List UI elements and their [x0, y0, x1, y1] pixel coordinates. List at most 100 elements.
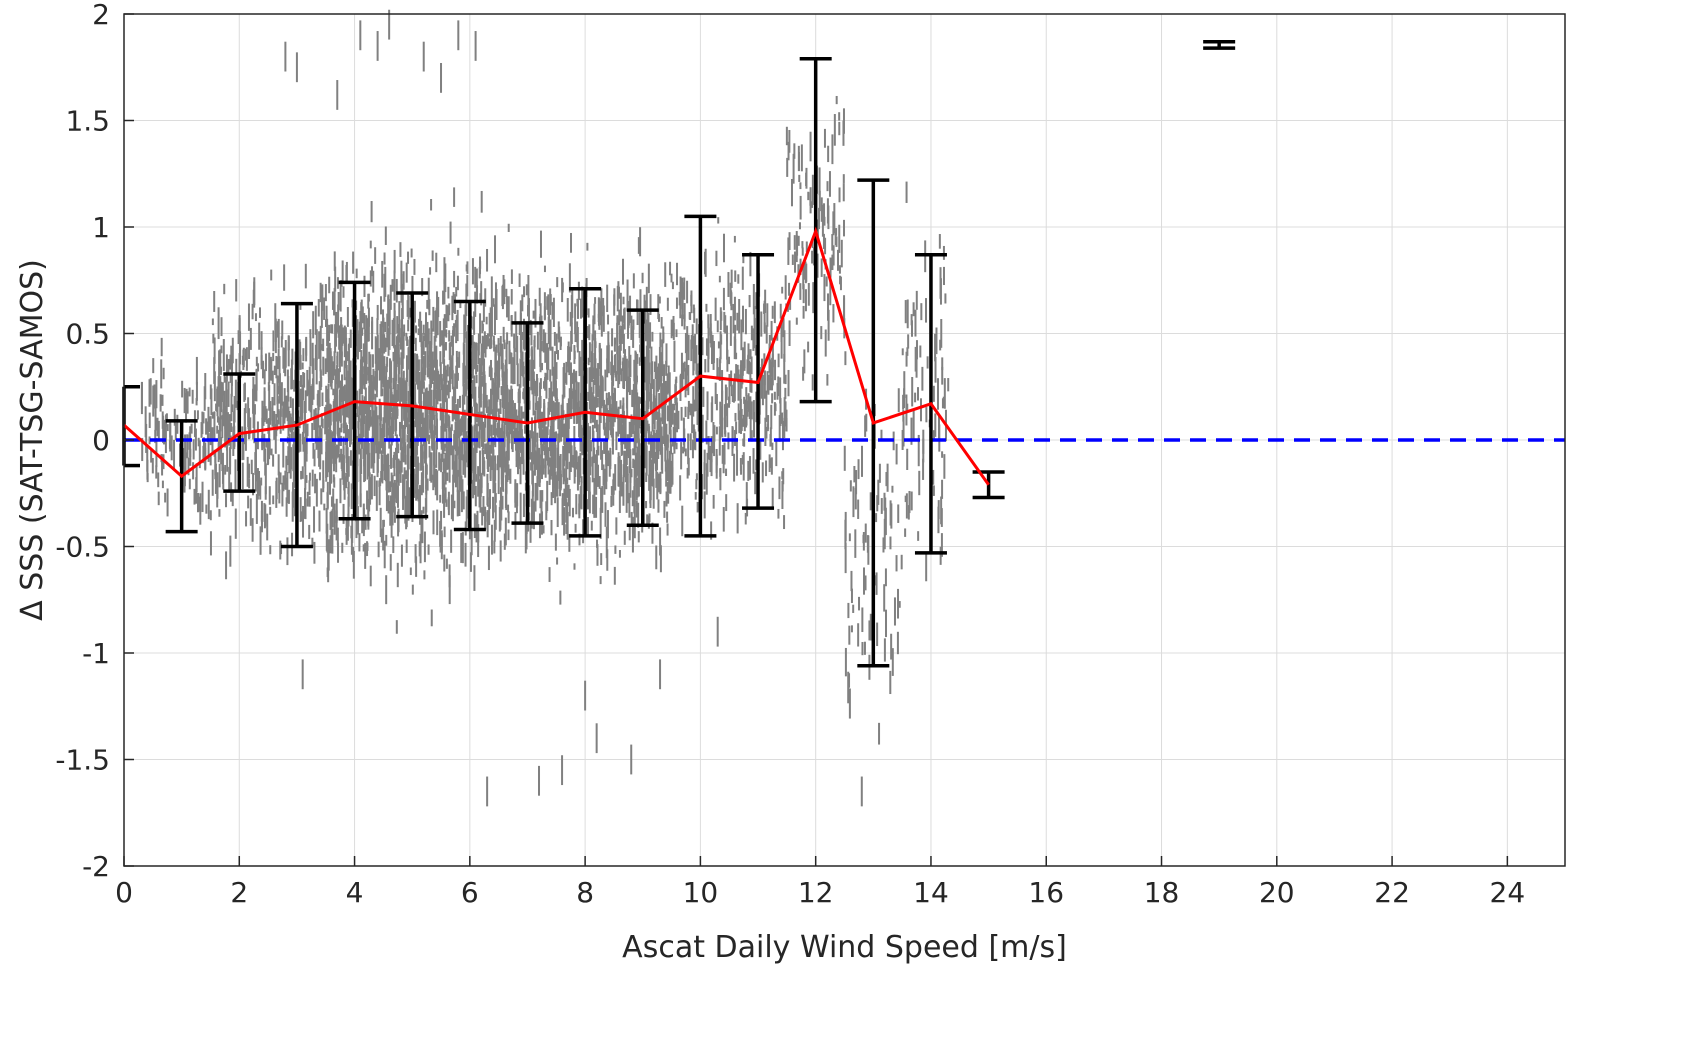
scatter-point: [546, 296, 549, 310]
scatter-point: [629, 354, 632, 378]
scatter-point: [784, 387, 787, 399]
scatter-point: [151, 457, 154, 474]
scatter-point: [519, 426, 522, 450]
scatter-point: [489, 454, 492, 479]
scatter-point: [541, 429, 544, 443]
scatter-point: [681, 307, 684, 320]
scatter-point: [218, 437, 221, 452]
scatter-point: [837, 249, 840, 271]
scatter-point: [320, 488, 323, 505]
scatter-point: [904, 300, 907, 324]
scatter-point: [387, 328, 390, 356]
scatter-point: [664, 393, 667, 420]
scatter-point: [637, 531, 640, 543]
scatter-point: [574, 303, 577, 335]
scatter-point: [902, 416, 905, 447]
scatter-point: [626, 279, 629, 311]
scatter-point: [804, 289, 807, 312]
scatter-point: [314, 305, 317, 335]
scatter-point: [397, 384, 400, 402]
scatter-point: [771, 393, 774, 404]
scatter-point: [671, 281, 674, 290]
scatter-point: [447, 286, 450, 299]
scatter-point: [359, 402, 362, 413]
scatter-point: [364, 542, 367, 569]
scatter-point: [657, 473, 660, 492]
scatter-point: [338, 454, 341, 461]
scatter-point: [784, 374, 787, 385]
scatter-point: [818, 207, 821, 230]
scatter-point: [187, 457, 190, 476]
scatter-point: [291, 532, 294, 557]
scatter-point: [543, 420, 546, 446]
scatter-point: [325, 531, 328, 551]
scatter-point: [202, 412, 205, 424]
scatter-point: [606, 345, 609, 364]
scatter-point: [423, 531, 426, 563]
scatter-point: [551, 302, 554, 320]
scatter-point: [654, 367, 657, 380]
scatter-point: [499, 540, 502, 562]
scatter-point: [213, 357, 216, 384]
scatter-point: [910, 314, 913, 326]
scatter-point: [312, 358, 315, 390]
scatter-point: [514, 511, 517, 540]
scatter-point: [508, 471, 511, 481]
scatter-point: [839, 275, 842, 285]
scatter-point: [535, 394, 538, 408]
scatter-point: [599, 576, 602, 585]
scatter-point: [248, 463, 251, 479]
scatter-point: [710, 459, 713, 477]
scatter-point: [235, 358, 238, 376]
scatter-point: [475, 403, 478, 423]
scatter-point: [581, 286, 584, 312]
scatter-point: [538, 287, 541, 306]
scatter-point: [440, 411, 443, 436]
scatter-point: [544, 464, 547, 478]
scatter-point: [668, 372, 671, 398]
scatter-point: [304, 458, 307, 490]
scatter-point: [914, 309, 917, 337]
scatter-point: [315, 436, 318, 450]
scatter-point: [364, 387, 367, 415]
scatter-point: [255, 368, 258, 391]
scatter-point: [375, 361, 378, 371]
scatter-point: [456, 446, 459, 455]
scatter-point: [366, 440, 369, 458]
scatter-point: [581, 308, 584, 318]
scatter-point: [561, 277, 564, 303]
scatter-point: [942, 245, 945, 260]
scatter-point: [329, 535, 332, 554]
scatter-point: [624, 356, 627, 382]
scatter-point: [658, 392, 661, 414]
scatter-point: [458, 351, 461, 368]
scatter-point: [372, 270, 375, 293]
scatter-point: [848, 673, 851, 688]
scatter-point: [253, 277, 256, 306]
scatter-point: [217, 442, 220, 463]
scatter-point: [530, 322, 533, 346]
scatter-point: [302, 421, 305, 434]
scatter-point: [404, 403, 407, 429]
scatter-point: [858, 596, 861, 611]
scatter-point: [657, 499, 660, 513]
scatter-point: [901, 348, 904, 356]
scatter-point: [738, 410, 741, 434]
scatter-point: [475, 402, 478, 410]
scatter-point: [264, 406, 267, 421]
scatter-point: [446, 472, 449, 481]
scatter-point: [592, 494, 595, 515]
scatter-point: [282, 475, 285, 492]
scatter-point: [686, 467, 689, 479]
scatter-point: [732, 382, 735, 403]
scatter-point: [663, 398, 666, 416]
scatter-point: [405, 377, 408, 402]
scatter-point: [686, 326, 689, 352]
scatter-point: [576, 321, 579, 343]
scatter-point: [325, 413, 328, 441]
scatter-point: [578, 417, 581, 438]
scatter-point: [539, 348, 542, 367]
scatter-point: [164, 421, 167, 454]
scatter-point: [304, 487, 307, 519]
scatter-point: [595, 474, 598, 495]
